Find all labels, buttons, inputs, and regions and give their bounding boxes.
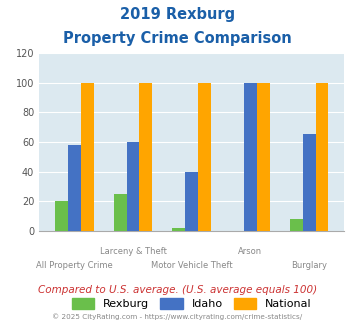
Text: Property Crime Comparison: Property Crime Comparison — [63, 31, 292, 46]
Text: 2019 Rexburg: 2019 Rexburg — [120, 7, 235, 21]
Bar — [140, 82, 152, 231]
Bar — [244, 82, 257, 231]
Text: Arson: Arson — [238, 247, 262, 256]
Text: © 2025 CityRating.com - https://www.cityrating.com/crime-statistics/: © 2025 CityRating.com - https://www.city… — [53, 314, 302, 320]
Bar — [198, 82, 211, 231]
Bar — [68, 145, 81, 231]
Text: Burglary: Burglary — [291, 261, 327, 270]
Bar — [316, 82, 328, 231]
Bar — [172, 228, 185, 231]
Text: Compared to U.S. average. (U.S. average equals 100): Compared to U.S. average. (U.S. average … — [38, 285, 317, 295]
Legend: Rexburg, Idaho, National: Rexburg, Idaho, National — [67, 294, 316, 314]
Text: All Property Crime: All Property Crime — [36, 261, 113, 270]
Bar — [81, 82, 94, 231]
Bar — [257, 82, 270, 231]
Bar — [290, 219, 303, 231]
Bar — [126, 142, 140, 231]
Bar — [185, 172, 198, 231]
Bar — [114, 194, 126, 231]
Bar — [55, 201, 68, 231]
Text: Larceny & Theft: Larceny & Theft — [99, 247, 166, 256]
Bar — [303, 135, 316, 231]
Text: Motor Vehicle Theft: Motor Vehicle Theft — [151, 261, 233, 270]
